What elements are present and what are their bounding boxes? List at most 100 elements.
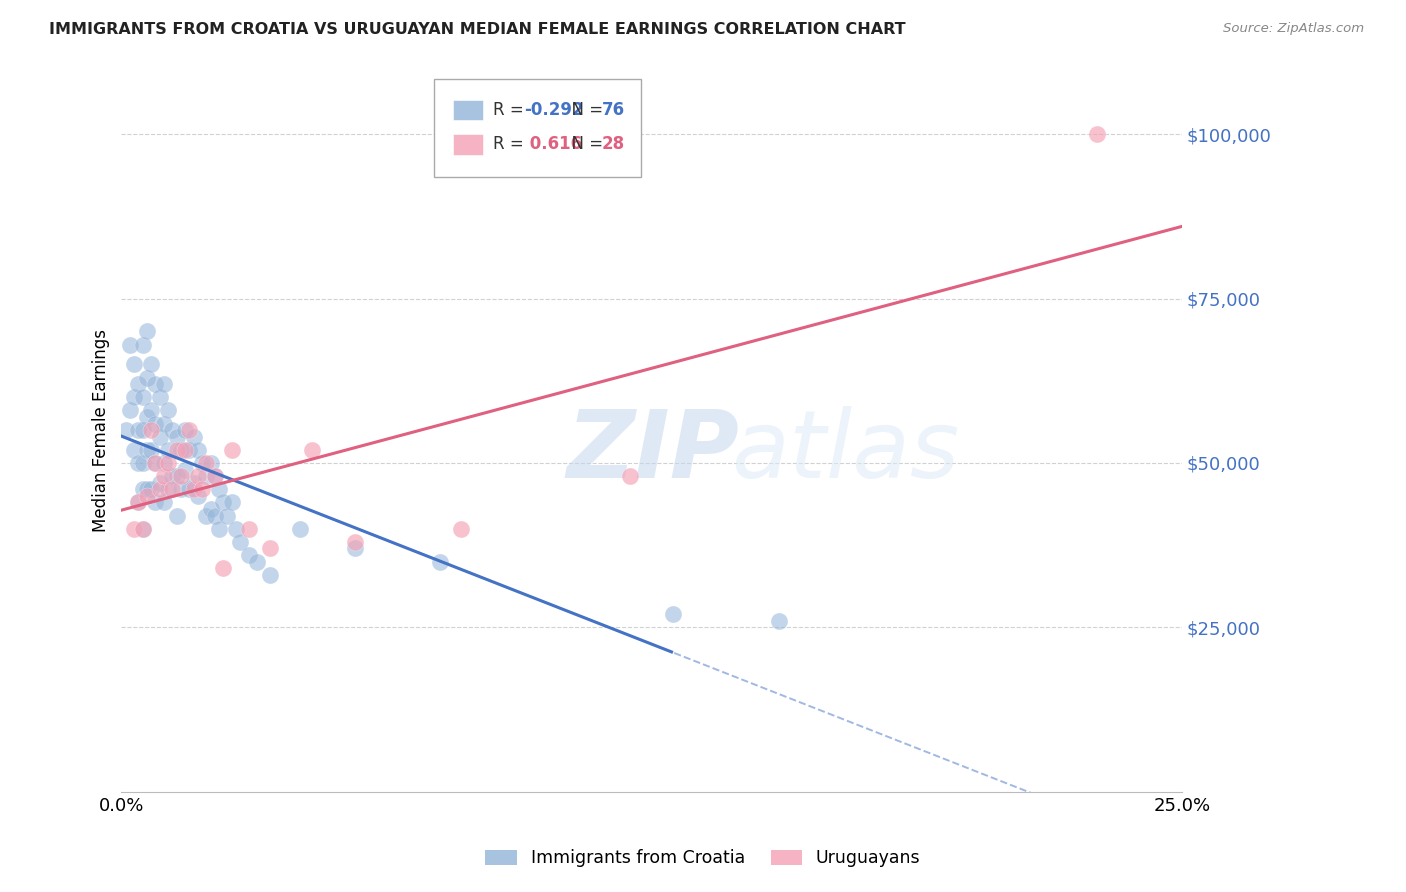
Point bbox=[131, 456, 153, 470]
Point bbox=[162, 469, 184, 483]
Point bbox=[131, 483, 153, 497]
Text: R =: R = bbox=[492, 136, 529, 153]
Point bbox=[139, 483, 162, 497]
Point bbox=[259, 541, 281, 556]
Point bbox=[157, 403, 180, 417]
Point bbox=[195, 508, 218, 523]
Point bbox=[301, 442, 323, 457]
Text: atlas: atlas bbox=[731, 406, 959, 498]
Point bbox=[127, 377, 149, 392]
Point bbox=[221, 495, 243, 509]
Point bbox=[225, 522, 247, 536]
Point bbox=[238, 548, 260, 562]
Point bbox=[153, 377, 176, 392]
Point bbox=[135, 483, 157, 497]
Point bbox=[157, 442, 180, 457]
Point bbox=[145, 417, 167, 431]
FancyBboxPatch shape bbox=[434, 79, 641, 177]
Point bbox=[166, 442, 188, 457]
Point bbox=[162, 423, 184, 437]
Point bbox=[131, 423, 153, 437]
Point bbox=[179, 483, 201, 497]
Point bbox=[118, 403, 141, 417]
Point bbox=[208, 522, 231, 536]
Point bbox=[149, 430, 172, 444]
Point bbox=[204, 469, 226, 483]
Point bbox=[153, 456, 176, 470]
Point bbox=[127, 456, 149, 470]
Point bbox=[179, 423, 201, 437]
Point bbox=[662, 607, 685, 622]
Point bbox=[149, 483, 172, 497]
Point bbox=[200, 502, 222, 516]
Point bbox=[131, 390, 153, 404]
Point bbox=[174, 462, 197, 476]
Point bbox=[195, 469, 218, 483]
Point bbox=[166, 430, 188, 444]
Point bbox=[183, 475, 205, 490]
Point bbox=[170, 442, 193, 457]
Point bbox=[122, 390, 145, 404]
Y-axis label: Median Female Earnings: Median Female Earnings bbox=[93, 328, 110, 532]
Point bbox=[200, 456, 222, 470]
Point bbox=[127, 423, 149, 437]
Point bbox=[145, 456, 167, 470]
Point bbox=[162, 483, 184, 497]
Point bbox=[127, 495, 149, 509]
Point bbox=[619, 469, 641, 483]
Point bbox=[149, 390, 172, 404]
Point bbox=[131, 337, 153, 351]
Point bbox=[429, 555, 451, 569]
Point bbox=[288, 522, 311, 536]
Point bbox=[246, 555, 269, 569]
Text: Source: ZipAtlas.com: Source: ZipAtlas.com bbox=[1223, 22, 1364, 36]
Point bbox=[229, 534, 252, 549]
Point bbox=[238, 522, 260, 536]
Point bbox=[153, 495, 176, 509]
Point bbox=[139, 423, 162, 437]
Point bbox=[179, 442, 201, 457]
Point bbox=[187, 489, 209, 503]
Point bbox=[139, 403, 162, 417]
Text: ZIP: ZIP bbox=[567, 406, 740, 498]
Point bbox=[221, 442, 243, 457]
Point bbox=[212, 495, 235, 509]
Point bbox=[174, 442, 197, 457]
Text: R =: R = bbox=[492, 101, 529, 119]
Point bbox=[122, 522, 145, 536]
Text: 28: 28 bbox=[602, 136, 624, 153]
Point bbox=[135, 325, 157, 339]
Point bbox=[118, 337, 141, 351]
Point bbox=[170, 483, 193, 497]
Point bbox=[157, 456, 180, 470]
FancyBboxPatch shape bbox=[453, 135, 484, 154]
Point bbox=[187, 469, 209, 483]
Point bbox=[187, 442, 209, 457]
Point bbox=[1085, 128, 1108, 142]
Point bbox=[114, 423, 136, 437]
Point bbox=[145, 377, 167, 392]
Point bbox=[343, 541, 366, 556]
Point bbox=[131, 522, 153, 536]
Point bbox=[191, 483, 214, 497]
Point bbox=[183, 430, 205, 444]
Point bbox=[135, 370, 157, 384]
Point bbox=[450, 522, 472, 536]
Text: -0.292: -0.292 bbox=[524, 101, 583, 119]
Point bbox=[131, 522, 153, 536]
Point bbox=[259, 567, 281, 582]
Point bbox=[166, 508, 188, 523]
Point bbox=[149, 475, 172, 490]
Point bbox=[191, 456, 214, 470]
FancyBboxPatch shape bbox=[453, 100, 484, 120]
Point bbox=[145, 456, 167, 470]
Text: N =: N = bbox=[561, 101, 609, 119]
Point bbox=[135, 442, 157, 457]
Point bbox=[166, 469, 188, 483]
Point bbox=[153, 469, 176, 483]
Point bbox=[157, 483, 180, 497]
Point bbox=[174, 423, 197, 437]
Point bbox=[183, 483, 205, 497]
Point bbox=[127, 495, 149, 509]
Text: N =: N = bbox=[561, 136, 609, 153]
